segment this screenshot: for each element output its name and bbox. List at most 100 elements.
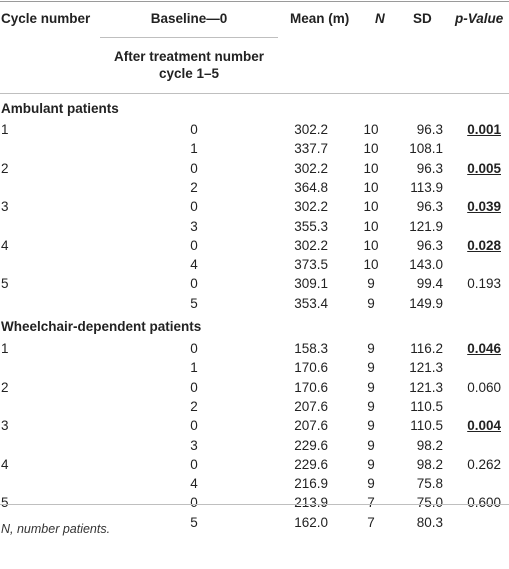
- n-cell: 9: [367, 476, 375, 492]
- p-value-cell: 0.046: [467, 341, 501, 356]
- mean-cell: 373.5: [294, 257, 328, 273]
- n-cell: 7: [367, 495, 375, 511]
- sd-cell: 96.3: [416, 160, 443, 176]
- n-cell: 10: [363, 237, 379, 253]
- sd-cell: 110.5: [410, 418, 443, 434]
- mean-cell: 355.3: [294, 218, 328, 234]
- cycle-number-cell: 1: [1, 341, 9, 356]
- n-cell: 9: [367, 418, 375, 434]
- p-value-cell: 0.028: [467, 237, 501, 253]
- mean-cell: 207.6: [294, 418, 328, 434]
- mean-cell: 213.9: [294, 495, 328, 511]
- header-p-value-label: p-Value: [455, 11, 504, 26]
- sd-cell: 121.9: [409, 218, 443, 234]
- table-top-rule: [0, 1, 509, 2]
- cycle-number-cell: 5: [1, 276, 9, 292]
- mean-cell: 170.6: [294, 360, 328, 376]
- sd-cell: 143.0: [409, 257, 443, 273]
- sd-cell: 96.3: [416, 122, 443, 137]
- mean-cell: 302.2: [294, 122, 328, 137]
- header-mean: Mean (m): [290, 11, 350, 26]
- p-value-cell: 0.193: [467, 276, 501, 292]
- n-cell: 9: [367, 456, 375, 472]
- header-n: N: [375, 10, 385, 27]
- sd-cell: 121.3: [409, 379, 443, 395]
- header-baseline: Baseline—0: [150, 11, 228, 26]
- mean-cell: 302.2: [294, 160, 328, 176]
- mean-cell: 207.6: [294, 398, 328, 414]
- header-bottom-rule: [0, 93, 509, 94]
- header-cycle-number: Cycle number: [1, 11, 91, 26]
- sd-cell: 149.9: [409, 295, 443, 311]
- treatment-cycle-cell: 0: [190, 418, 198, 434]
- table-bottom-rule: [0, 504, 509, 505]
- header-sub-rule: [100, 37, 278, 38]
- mean-cell: 162.0: [294, 514, 328, 530]
- treatment-cycle-cell: 5: [190, 514, 198, 530]
- treatment-cycle-cell: 2: [190, 179, 198, 195]
- treatment-cycle-cell: 2: [190, 398, 198, 414]
- sd-cell: 75.8: [416, 476, 443, 492]
- sd-cell: 121.3: [409, 360, 443, 376]
- sd-cell: 110.5: [410, 398, 443, 414]
- n-cell: 9: [367, 360, 375, 376]
- section-title: Ambulant patients: [1, 101, 119, 116]
- treatment-cycle-cell: 3: [190, 437, 198, 453]
- p-value-cell: 0.004: [467, 418, 501, 434]
- mean-cell: 158.3: [294, 341, 328, 356]
- p-value-cell: 0.005: [467, 160, 501, 176]
- sd-cell: 98.2: [416, 456, 443, 472]
- header-sd: SD: [413, 11, 432, 26]
- treatment-cycle-cell: 4: [190, 257, 198, 273]
- n-cell: 9: [367, 379, 375, 395]
- sd-cell: 80.3: [416, 514, 443, 530]
- treatment-cycle-cell: 0: [190, 495, 198, 511]
- n-cell: 7: [367, 514, 375, 530]
- mean-cell: 364.8: [294, 179, 328, 195]
- sd-cell: 75.0: [416, 495, 443, 511]
- treatment-cycle-cell: 0: [190, 379, 198, 395]
- n-cell: 10: [363, 179, 379, 195]
- treatment-cycle-cell: 0: [190, 237, 198, 253]
- n-cell: 9: [367, 295, 375, 311]
- treatment-cycle-cell: 0: [190, 341, 198, 356]
- treatment-cycle-cell: 5: [190, 295, 198, 311]
- header-n-label: N: [375, 11, 385, 26]
- treatment-cycle-cell: 1: [190, 141, 198, 157]
- cycle-number-cell: 3: [1, 199, 9, 215]
- p-value-cell: 0.600: [467, 495, 501, 511]
- sd-cell: 96.3: [416, 199, 443, 215]
- treatment-cycle-cell: 0: [190, 276, 198, 292]
- n-cell: 10: [363, 122, 379, 137]
- n-cell: 10: [363, 199, 379, 215]
- header-after-treatment: After treatment number cycle 1–5: [113, 49, 265, 81]
- p-value-cell: 0.262: [467, 456, 501, 472]
- mean-cell: 302.2: [294, 237, 328, 253]
- cycle-number-cell: 4: [1, 456, 9, 472]
- cycle-number-cell: 2: [1, 379, 9, 395]
- sd-cell: 113.9: [410, 179, 443, 195]
- p-value-cell: 0.060: [467, 379, 501, 395]
- treatment-cycle-cell: 1: [190, 360, 198, 376]
- treatment-cycle-cell: 0: [190, 456, 198, 472]
- n-cell: 10: [363, 218, 379, 234]
- n-cell: 10: [363, 141, 379, 157]
- mean-cell: 309.1: [294, 276, 328, 292]
- n-cell: 9: [367, 276, 375, 292]
- treatment-cycle-cell: 0: [190, 160, 198, 176]
- n-cell: 9: [367, 398, 375, 414]
- sd-cell: 116.2: [410, 341, 443, 356]
- n-cell: 10: [363, 257, 379, 273]
- sd-cell: 108.1: [409, 141, 443, 157]
- sd-cell: 98.2: [416, 437, 443, 453]
- section-title: Wheelchair-dependent patients: [1, 319, 202, 334]
- treatment-cycle-cell: 0: [190, 199, 198, 215]
- mean-cell: 302.2: [294, 199, 328, 215]
- sd-cell: 96.3: [416, 237, 443, 253]
- cycle-number-cell: 3: [1, 418, 9, 434]
- n-cell: 9: [367, 437, 375, 453]
- cycle-number-cell: 4: [1, 237, 9, 253]
- table-footnote: N, number patients.: [1, 522, 111, 536]
- sd-cell: 99.4: [416, 276, 443, 292]
- mean-cell: 229.6: [294, 456, 328, 472]
